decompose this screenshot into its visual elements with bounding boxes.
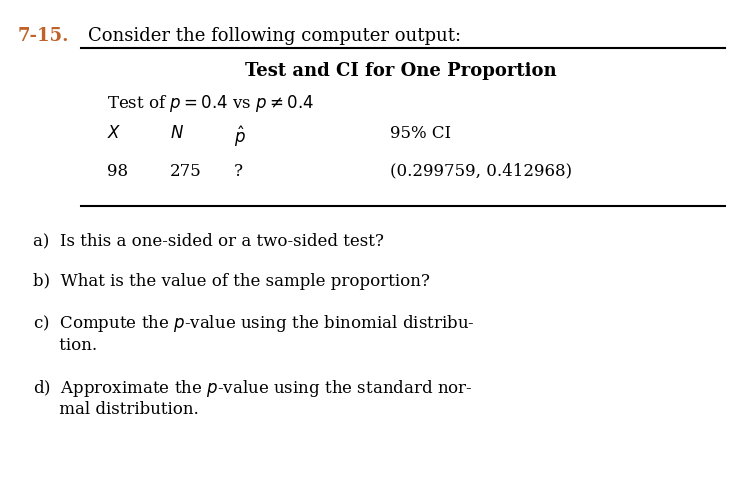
Text: c)  Compute the $p$-value using the binomial distribu-
     tion.: c) Compute the $p$-value using the binom… [32, 313, 474, 354]
Text: Test of $p = 0.4$ vs $p \neq 0.4$: Test of $p = 0.4$ vs $p \neq 0.4$ [107, 94, 314, 114]
Text: d)  Approximate the $p$-value using the standard nor-
     mal distribution.: d) Approximate the $p$-value using the s… [32, 378, 472, 418]
Text: Test and CI for One Proportion: Test and CI for One Proportion [245, 62, 556, 81]
Text: 98: 98 [107, 163, 128, 180]
Text: a)  Is this a one-sided or a two-sided test?: a) Is this a one-sided or a two-sided te… [32, 232, 383, 249]
Text: 7-15.: 7-15. [18, 27, 69, 44]
Text: (0.299759, 0.412968): (0.299759, 0.412968) [390, 163, 572, 180]
Text: 95% CI: 95% CI [390, 125, 451, 142]
Text: Consider the following computer output:: Consider the following computer output: [88, 27, 461, 44]
Text: $N$: $N$ [170, 125, 184, 142]
Text: ?: ? [233, 163, 242, 180]
Text: $\hat{p}$: $\hat{p}$ [233, 125, 245, 149]
Text: 275: 275 [170, 163, 202, 180]
Text: $X$: $X$ [107, 125, 122, 142]
Text: b)  What is the value of the sample proportion?: b) What is the value of the sample propo… [32, 272, 430, 289]
